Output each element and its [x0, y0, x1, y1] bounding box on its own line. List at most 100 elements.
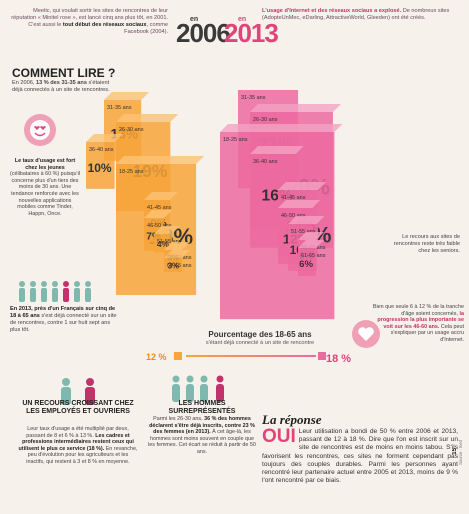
- bien-note: Bien que seule 6 à 12 % de la tranche d'…: [372, 304, 464, 344]
- bar-category-2006-8: 61-65 ans: [167, 263, 192, 269]
- comment-lire-text: En 2006, 13 % des 31-35 ans s'étaient dé…: [12, 80, 110, 94]
- bar-category-2013-5: 46-50 ans: [281, 213, 306, 219]
- intro-2006-end: , comme Facebook (2004).: [124, 22, 168, 35]
- year-2013-value: 2013: [224, 18, 279, 48]
- bar-category-2006-2: 36-40 ans: [89, 147, 114, 153]
- intro-2013-bold: L'usage d'Internet et des réseaux sociau…: [262, 8, 402, 14]
- comment-lire-c: s'étaient déjà connectés à un site de re…: [12, 80, 110, 93]
- bar-top-2013-6: [288, 216, 325, 224]
- bar-value-2006-5: 7%: [146, 232, 161, 243]
- bar-top-2013-2: [220, 124, 343, 132]
- bar-top-2006-4: [144, 192, 178, 200]
- bar-category-2006-1: 26-30 ans: [119, 127, 144, 133]
- bar-category-2013-4: 41-45 ans: [281, 195, 306, 201]
- bar-category-2006-6: 51-55 ans: [157, 239, 182, 245]
- bar-top-2013-8: [298, 240, 324, 248]
- legend-to: 18 %: [326, 353, 351, 365]
- legend-scale: 12 % 18 %: [146, 352, 351, 365]
- bar-value-2006-8: 3%: [168, 261, 179, 270]
- bar-2013-8: [298, 248, 316, 277]
- reponse-body: Leur utilisation a bondi de 50 % entre 2…: [262, 428, 458, 485]
- hommes-title: LES HOMMES SURREPRÉSENTÉS: [168, 400, 236, 415]
- bar-value-2013-8: 6%: [299, 259, 313, 270]
- employes-a: Leur taux d'usage a été multiplié par de…: [26, 426, 129, 439]
- bar-top-2006-0: [104, 92, 150, 100]
- employes-title: UN RECOURS CROISSANT CHEZ LES EMPLOYÉS E…: [22, 400, 134, 415]
- bar-category-2013-8: 61-65 ans: [301, 253, 326, 259]
- legend-line: [186, 355, 316, 357]
- hommes-c: À cet âge-là, les hommes sont moins souv…: [148, 429, 256, 455]
- bar-top-2006-7: [164, 242, 190, 250]
- intro-2006-bold: tout début des réseaux sociaux: [62, 22, 147, 28]
- reponse-title: La réponse: [262, 412, 322, 427]
- seniors-note: Le recours aux sites de rencontres reste…: [393, 234, 460, 254]
- bar-top-2006-6: [154, 226, 180, 234]
- cinq-note: En 2013, près d'un Français sur cinq de …: [10, 306, 120, 334]
- cinq-note-bold: En 2013, près d'un Français sur cinq de …: [10, 306, 116, 319]
- reponse-oui: OUI: [262, 426, 296, 447]
- year-2006-value: 2006: [176, 18, 231, 48]
- bar-top-2006-5: [144, 210, 173, 218]
- intro-2006-text: Meetic, qui voulait sortir les sites de …: [11, 8, 168, 28]
- teen-note: Le taux d'usage est fort chez les jeunes…: [10, 158, 80, 217]
- age-bars-chart: 31-35 ans13%26-30 ans19%36-40 ans10%18-2…: [86, 90, 343, 320]
- bar-category-2006-4: 41-45 ans: [147, 205, 172, 211]
- comment-lire-b: 13 % des 31-35 ans: [35, 80, 87, 86]
- comment-lire-a: En 2006,: [12, 80, 36, 86]
- chart-2006: 31-35 ans13%26-30 ans19%36-40 ans10%18-2…: [86, 92, 205, 296]
- bar-category-2006-5: 46-50 ans: [147, 223, 172, 229]
- bar-2006-2: [86, 142, 115, 189]
- bien-note-a: Bien que seule 6 à 12 % de la tranche d'…: [372, 304, 464, 317]
- heart-icon: [352, 320, 380, 348]
- source-credit: Source : Ined: [458, 440, 463, 465]
- teen-note-text: (célibataires à 60 %) puisqu'il concerne…: [10, 171, 80, 217]
- bien-note-b: la progression la plus importante se voi…: [377, 310, 464, 330]
- comment-lire-title: COMMENT LIRE ?: [12, 66, 116, 80]
- year-2006-en: en: [190, 16, 199, 23]
- employes-c: En revanche, peu d'évolution pour les ag…: [26, 445, 138, 465]
- teen-note-bold: Le taux d'usage est fort chez les jeunes: [14, 158, 76, 171]
- bar-2006-8: [164, 258, 182, 273]
- employes-b: Les cadres et professions intermédiaires…: [18, 432, 134, 452]
- bar-category-2013-6: 51-55 ans: [291, 229, 316, 235]
- men-group-icon: [168, 374, 238, 409]
- bar-category-2006-3: 18-25 ans: [119, 169, 144, 175]
- employes-text: Leur taux d'usage a été multiplié par de…: [18, 426, 138, 466]
- intro-2006: Meetic, qui voulait sortir les sites de …: [10, 8, 168, 36]
- bar-category-2013-2: 18-25 ans: [223, 137, 248, 143]
- bar-top-2013-1: [250, 104, 341, 112]
- bar-value-2006-6: 4%: [157, 239, 170, 249]
- bar-category-2013-3: 36-40 ans: [253, 159, 278, 165]
- bar-value-2006-2: 10%: [88, 161, 112, 175]
- bar-top-2013-5: [278, 200, 321, 208]
- bar-top-2006-3: [116, 156, 205, 164]
- bar-top-2013-4: [278, 182, 327, 190]
- bar-top-2006-1: [116, 114, 179, 122]
- legend-from: 12 %: [146, 352, 167, 362]
- chart-2013: 31-35 ans21%26-30 ans29%18-25 ans40%36-4…: [220, 90, 343, 320]
- year-2013: en 2013: [224, 16, 279, 49]
- bar-top-2006-2: [86, 134, 123, 142]
- year-2013-en: en: [238, 16, 247, 23]
- hommes-text: Parmi les 26-30 ans, 36 % des hommes déc…: [148, 416, 256, 456]
- bar-top-2013-3: [250, 146, 304, 154]
- legend-title: Pourcentage des 18-65 ans: [208, 330, 312, 339]
- intro-2013-text: De nombreux sites (AdopteUnMec, eDarling…: [262, 8, 450, 21]
- workers-icon: [50, 376, 110, 413]
- love-eyes-icon: [24, 114, 56, 146]
- bar-category-2013-1: 26-30 ans: [253, 117, 278, 123]
- bar-category-2013-0: 31-35 ans: [241, 95, 266, 101]
- intro-2013: L'usage d'Internet et des réseaux sociau…: [262, 8, 452, 22]
- bar-top-2006-8: [164, 250, 190, 258]
- legend-swatch-end: [318, 352, 326, 360]
- bien-note-c: Cela peut s'expliquer par un usage accru…: [390, 323, 464, 343]
- reponse-text: OUI Leur utilisation a bondi de 50 % entr…: [262, 426, 458, 485]
- page-number: 15: [452, 448, 458, 455]
- hommes-a: Parmi les 26-30 ans,: [153, 416, 203, 422]
- legend-subtitle: s'étant déjà connecté à un site de renco…: [205, 340, 315, 346]
- bar-top-2013-7: [298, 232, 324, 240]
- crowd-icon: [16, 280, 106, 309]
- cinq-note-text: s'est déjà connecté sur un site de renco…: [10, 313, 117, 333]
- hommes-b: 36 % des hommes déclarent s'être déjà in…: [149, 416, 255, 436]
- year-2006: en 2006: [176, 16, 231, 49]
